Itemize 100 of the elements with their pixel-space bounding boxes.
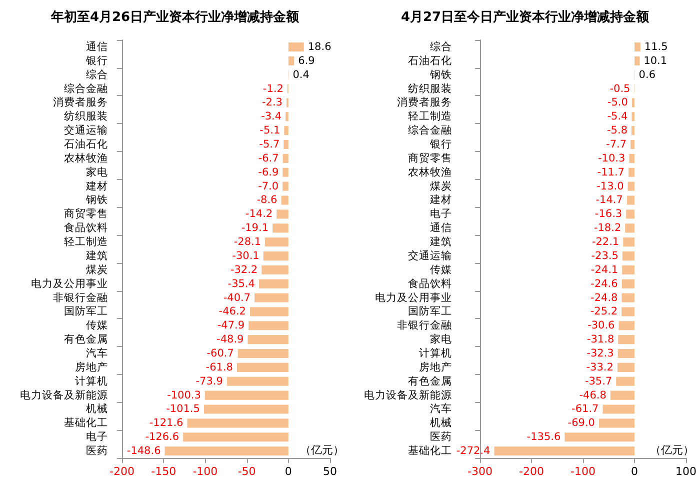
x-tick-label: 0: [631, 465, 638, 478]
y-tick-label: 国防军工: [64, 304, 108, 318]
y-tick-label: 医药: [430, 430, 452, 444]
y-tick-label: 电力及公用事业: [375, 290, 452, 304]
data-label: -14.7: [596, 194, 623, 206]
x-tick-label: -100: [192, 465, 218, 478]
data-label: -135.6: [526, 431, 561, 444]
y-tick-label: 综合: [430, 40, 452, 53]
bar: [286, 112, 288, 122]
x-tick-label: -300: [468, 465, 492, 478]
data-label: -7.7: [606, 138, 627, 150]
data-label: -60.7: [206, 348, 234, 360]
y-tick-label: 交通运输: [408, 248, 452, 262]
bar: [254, 293, 288, 302]
y-tick-label: 电力设备及新能源: [364, 388, 452, 402]
data-label: -35.7: [584, 375, 612, 388]
y-tick-label: 家电: [430, 332, 452, 346]
y-tick-label: 房地产: [75, 360, 108, 374]
annotation: （亿元）: [300, 444, 344, 456]
y-tick-label: 机械: [86, 402, 108, 416]
data-label: -148.6: [126, 445, 162, 458]
y-tick-label: 交通运输: [64, 124, 108, 137]
data-label: -19.1: [241, 222, 269, 234]
data-label: -32.2: [230, 264, 258, 276]
bar: [250, 307, 288, 316]
data-label: -14.2: [245, 208, 273, 220]
data-label: -47.9: [217, 320, 245, 332]
bar: [284, 140, 288, 150]
y-tick-label: 煤炭: [430, 179, 452, 192]
data-label: -24.8: [590, 292, 618, 304]
y-tick-label: 机械: [430, 416, 452, 430]
data-label: 18.6: [308, 40, 332, 53]
chart-title: 4月27日至今日产业资本行业净增减持金额: [400, 9, 650, 25]
bar: [262, 265, 288, 274]
y-tick-label: 传媒: [430, 264, 452, 276]
bar: [187, 418, 288, 428]
y-tick-label: 轻工制造: [64, 235, 108, 248]
y-tick-label: 农林牧渔: [408, 165, 452, 178]
chart-title: 年初至4月26日产业资本行业净增减持金额: [50, 9, 300, 25]
bar: [282, 182, 288, 191]
y-tick-label: 汽车: [430, 402, 452, 416]
data-label: 10.1: [644, 54, 668, 67]
x-tick-label: 100: [676, 465, 696, 478]
x-tick-label: -200: [110, 465, 134, 478]
y-tick-label: 非银行金融: [53, 290, 108, 304]
data-label: -24.6: [590, 278, 618, 290]
bar: [288, 42, 304, 52]
data-label: -25.2: [590, 306, 618, 318]
y-tick-label: 纺织服装: [64, 110, 108, 123]
x-tick-label: -200: [519, 465, 544, 478]
y-tick-label: 消费者服务: [53, 96, 108, 109]
data-label: -121.6: [149, 417, 184, 430]
data-label: -16.3: [594, 208, 622, 220]
bar: [282, 168, 288, 177]
y-tick-label: 石油石化: [64, 138, 108, 150]
data-label: -5.7: [259, 138, 280, 150]
data-label: -126.6: [145, 431, 180, 444]
y-tick-label: 纺织服装: [408, 82, 452, 95]
y-tick-label: 钢铁: [85, 194, 108, 206]
data-label: -40.7: [223, 292, 251, 304]
data-label: 6.9: [298, 54, 315, 67]
y-tick-label: 传媒: [86, 320, 108, 332]
data-label: -7.0: [258, 180, 279, 192]
bar: [258, 279, 288, 288]
data-label: -5.4: [607, 110, 628, 123]
data-label: -18.2: [594, 222, 622, 234]
x-tick-label: 0: [284, 465, 292, 478]
bar: [204, 390, 288, 400]
y-tick-label: 计算机: [75, 374, 108, 388]
y-tick-label: 家电: [86, 165, 108, 178]
y-tick-label: 钢铁: [429, 68, 452, 81]
y-tick-label: 建材: [429, 193, 452, 206]
y-tick-label: 基础化工: [64, 416, 108, 430]
data-label: 11.5: [644, 40, 668, 53]
data-label: -100.3: [167, 389, 201, 402]
data-label: -1.2: [262, 82, 284, 95]
bar: [265, 238, 288, 247]
bar: [248, 321, 288, 330]
y-tick-label: 综合金融: [408, 124, 452, 137]
data-label: -69.0: [568, 417, 595, 430]
y-tick-label: 医药: [86, 444, 108, 458]
y-tick-label: 食品饮料: [408, 276, 452, 290]
bar: [236, 362, 288, 372]
bar: [276, 210, 288, 219]
bar: [226, 376, 288, 386]
y-tick-label: 农林牧渔: [64, 151, 108, 164]
y-tick-label: 通信: [86, 40, 108, 53]
data-label: -30.1: [232, 250, 260, 262]
y-tick-label: 银行: [85, 54, 108, 67]
y-tick-label: 商贸零售: [408, 151, 452, 164]
data-label: -101.5: [166, 403, 200, 416]
data-label: -6.7: [258, 152, 279, 164]
data-label: -2.3: [262, 96, 282, 109]
y-tick-label: 食品饮料: [64, 221, 108, 234]
y-tick-label: 房地产: [419, 360, 452, 374]
data-label: -24.1: [590, 264, 618, 276]
data-label: -48.9: [216, 334, 244, 346]
y-tick-label: 电力设备及新能源: [20, 388, 108, 402]
data-label: -272.4: [456, 445, 491, 458]
y-tick-label: 有色金属: [64, 334, 108, 346]
